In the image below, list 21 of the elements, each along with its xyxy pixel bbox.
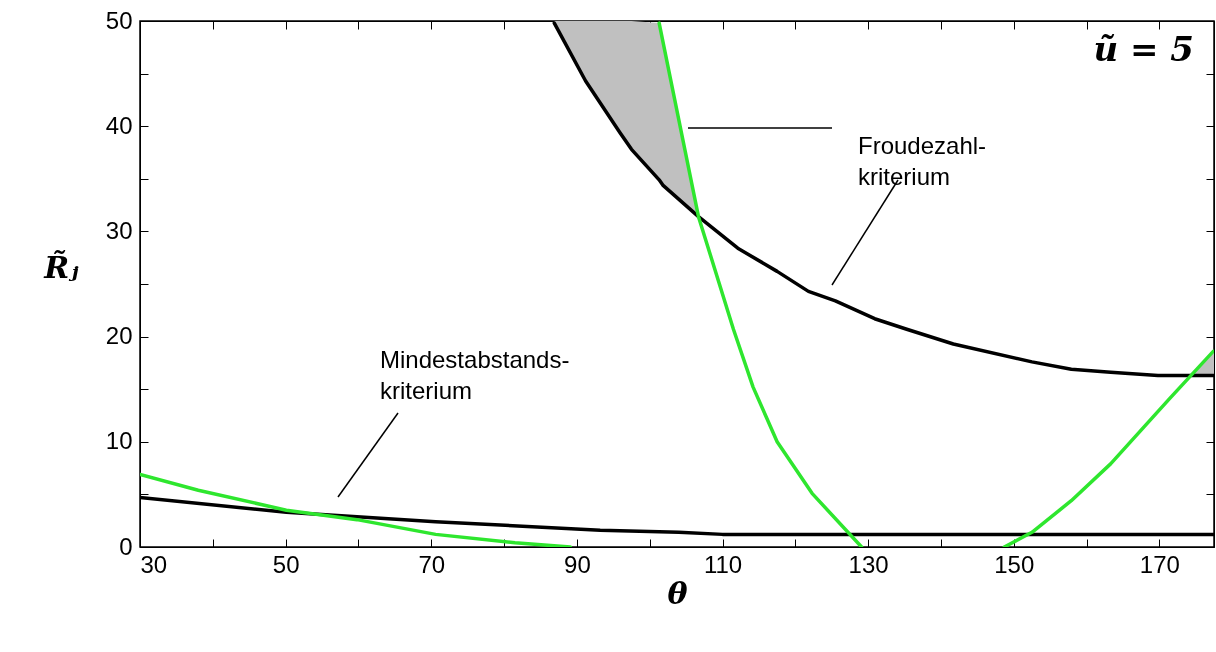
annotation: Mindestabstands- kriterium [380,346,570,404]
y-tick-label: 30 [105,216,133,244]
x-tick-label: 30 [140,550,168,578]
annotation: Froudezahl- kriterium [858,132,987,190]
y-tick-label: 40 [105,111,133,139]
annotation: ũ = 5 [1093,29,1194,69]
x-tick-label: 150 [994,550,1035,578]
x-axis-title: θ [667,575,688,611]
y-tick-label: 50 [105,6,133,34]
x-tick-label: 90 [564,550,591,578]
line-series [1002,349,1214,547]
x-tick-label: 70 [418,550,446,578]
x-tick-label: 110 [703,550,743,578]
x-tick-label: 50 [272,550,300,578]
line-series [140,472,573,547]
y-axis-title: R̃ⱼ [43,249,80,285]
y-tick-label: 20 [105,322,133,350]
x-tick-label: 130 [848,550,889,578]
y-tick-label: 0 [119,532,133,560]
y-tick-label: 10 [105,427,133,455]
x-tick-label: 170 [1139,550,1180,578]
